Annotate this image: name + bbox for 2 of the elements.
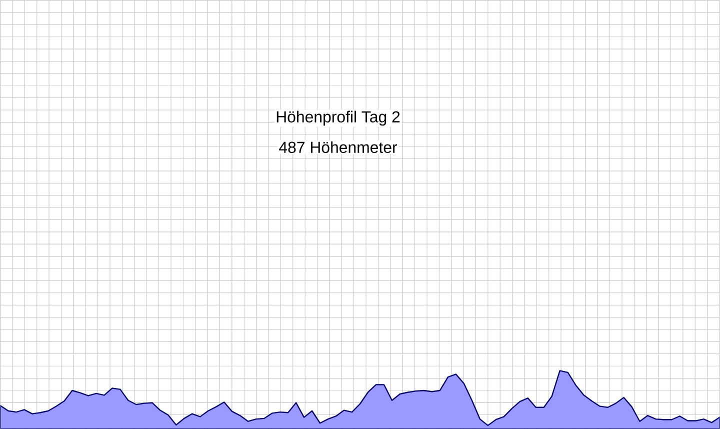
- chart-subtitle: 487 Höhenmeter: [279, 141, 398, 153]
- chart-title: Höhenprofil Tag 2: [276, 110, 400, 126]
